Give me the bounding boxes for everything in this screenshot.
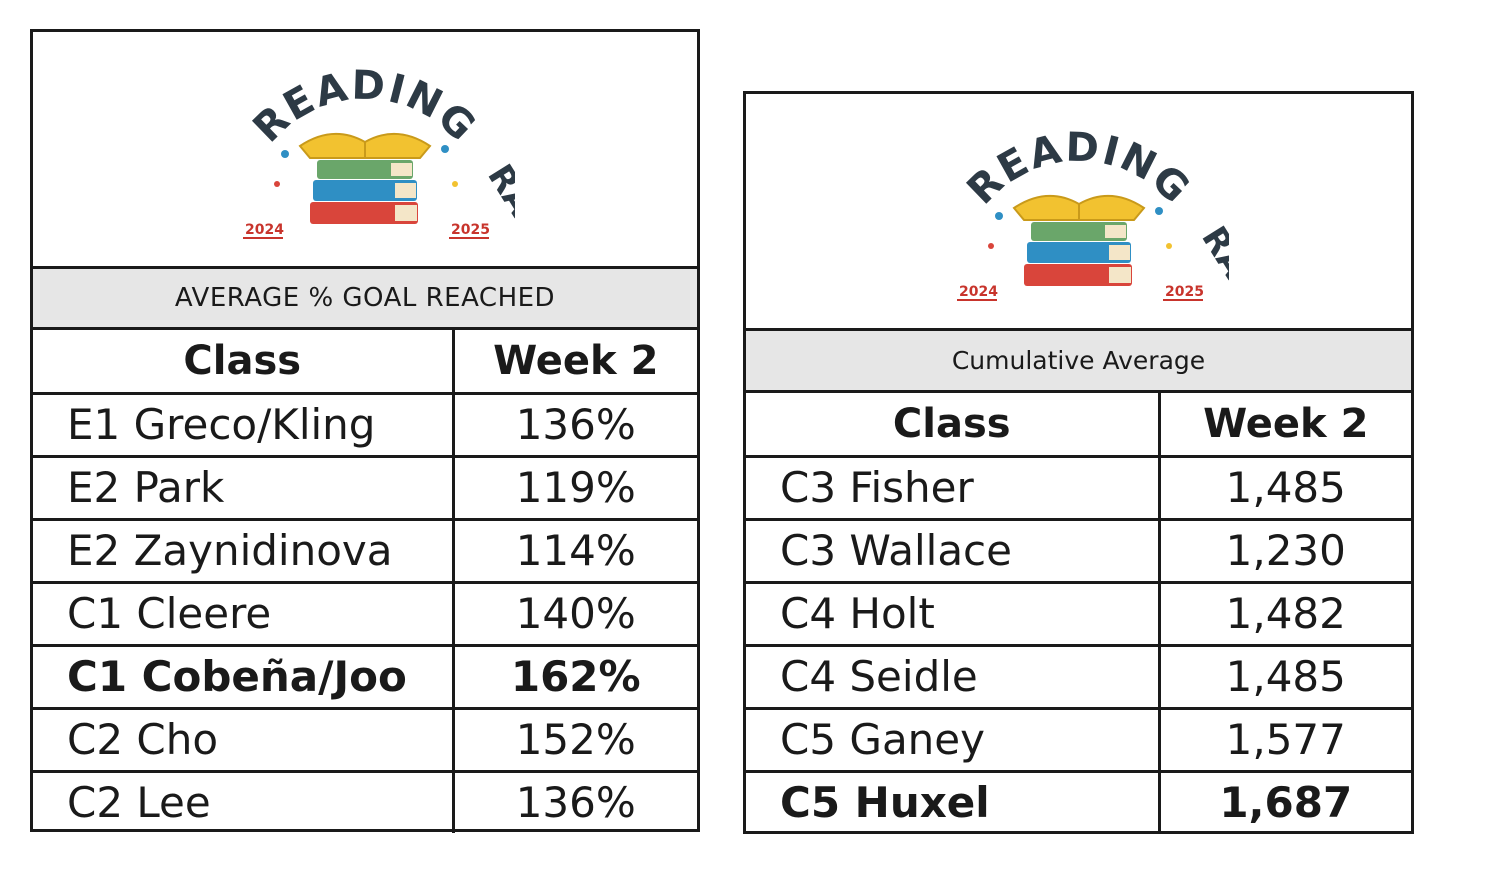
week2-value: 136% [515,778,636,828]
class-name: E1 Greco/Kling [33,393,455,458]
column-header-class: Class [33,330,455,395]
logo-title: READING [245,63,484,152]
week2-value: 162% [453,645,697,710]
week2-value: 1,577 [1159,708,1411,773]
table-row: C2 Cho 152% [33,708,697,773]
reading-rally-logo-icon: READING 2024 2025 RALLY [243,63,515,244]
class-name: C3 Wallace [746,519,1161,584]
svg-text:READING: READING [245,63,486,152]
table-row: C3 Wallace 1,230 [746,519,1411,584]
reading-rally-logo-icon: READING 2024 2025 RALLY [956,125,1229,306]
week2-value: 114% [453,519,697,584]
class-name: C2 Cho [33,708,455,773]
left-heading-text: AVERAGE % GOAL REACHED [174,283,556,313]
class-name: E2 Park [33,456,455,521]
table-row: C2 Lee 136% [33,771,697,833]
week2-value: 1,687 [1219,778,1353,828]
table-row: E1 Greco/Kling 136% [33,393,697,458]
column-header-week2: Week 2 [453,330,697,395]
year-start: 2024 [959,284,998,300]
class-name: C2 Lee [33,771,455,833]
table-row: E2 Park 119% [33,456,697,521]
table-row: C5 Ganey 1,577 [746,708,1411,773]
class-name: C5 Ganey [746,708,1161,773]
class-name: C3 Fisher [746,456,1161,521]
table-header-row: Class Week 2 [33,330,697,395]
week2-value: 152% [453,708,697,773]
week2-value: 1,482 [1159,582,1411,647]
table-row-highlight: C5 Huxel 1,687 [746,771,1411,833]
week2-value: 1,485 [1159,645,1411,710]
week2-value: 136% [453,393,697,458]
book-stack-icon [298,132,432,224]
year-end: 2025 [1165,284,1204,300]
logo-title: READING [958,125,1197,214]
week2-value: 140% [453,582,697,647]
book-stack-icon [1012,194,1145,286]
class-name: C5 Huxel [746,771,1161,833]
goal-reached-panel: READING 2024 2025 RALLY A [30,29,700,833]
week2-value: 1,485 [1159,456,1411,521]
table-header-row: Class Week 2 [746,393,1411,458]
reading-rally-logo: READING 2024 2025 RALLY [746,94,1411,331]
column-header-week2: Week 2 [1159,393,1411,458]
table-row: C4 Holt 1,482 [746,582,1411,647]
class-name: C4 Seidle [746,645,1161,710]
class-name: C4 Holt [746,582,1161,647]
goal-table: Class Week 2 E1 Greco/Kling 136% E2 Park… [33,330,697,833]
table-row-highlight: C1 Cobeña/Joo 162% [33,645,697,710]
class-name: C1 Cobeña/Joo [33,645,455,710]
table-row: C3 Fisher 1,485 [746,456,1411,521]
class-name: E2 Zaynidinova [33,519,455,584]
right-table-heading: Cumulative Average [746,331,1411,393]
class-name: C1 Cleere [33,582,455,647]
svg-text:READING: READING [958,125,1199,214]
year-end: 2025 [451,222,490,238]
week2-value: 119% [453,456,697,521]
reading-rally-logo: READING 2024 2025 RALLY [33,32,697,269]
left-table-heading: AVERAGE % GOAL REACHED [33,269,697,330]
column-header-class: Class [746,393,1161,458]
year-start: 2024 [245,222,284,238]
cumulative-table: Class Week 2 C3 Fisher 1,485 C3 Wallace … [746,393,1411,833]
table-row: C4 Seidle 1,485 [746,645,1411,710]
table-row: E2 Zaynidinova 114% [33,519,697,584]
week2-value: 1,230 [1159,519,1411,584]
table-row: C1 Cleere 140% [33,582,697,647]
cumulative-average-panel: READING 2024 2025 RALLY Cumulati [743,91,1414,834]
right-heading-text: Cumulative Average [951,346,1206,375]
